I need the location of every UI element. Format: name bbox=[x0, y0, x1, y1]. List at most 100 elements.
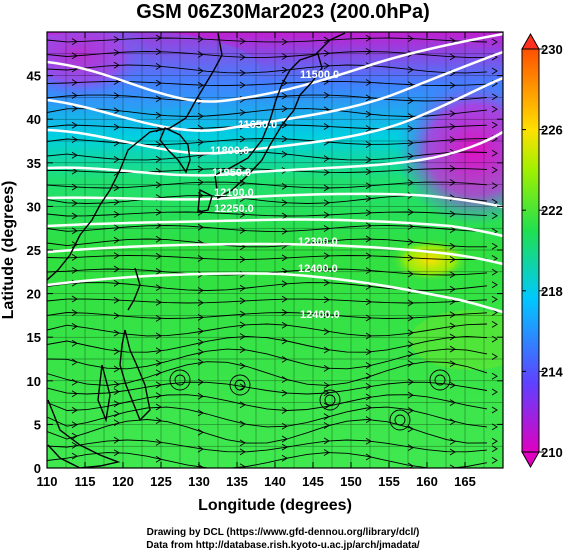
stream-arrow bbox=[281, 356, 288, 363]
stream-arrow bbox=[197, 348, 204, 356]
stream-arrow bbox=[491, 372, 498, 380]
credit-data: Data from http://database.rish.kyoto-u.a… bbox=[146, 540, 420, 551]
stream-arrow bbox=[491, 388, 498, 396]
lat-tick-label: 25 bbox=[27, 243, 41, 258]
credit-drawing: Drawing by DCL (https://www.gfd-dennou.o… bbox=[146, 527, 420, 538]
stream-arrow bbox=[365, 252, 372, 260]
stream-arrow bbox=[113, 381, 120, 388]
stream-arrow bbox=[449, 242, 456, 250]
stream-arrow bbox=[197, 358, 204, 366]
stream-arrow bbox=[71, 151, 78, 159]
eddy-streamline bbox=[434, 374, 446, 386]
stream-arrow bbox=[197, 314, 204, 321]
stream-arrow bbox=[113, 49, 120, 56]
stream-arrow bbox=[113, 184, 120, 192]
stream-arrow bbox=[239, 439, 246, 447]
colorbar-tick-label: 218 bbox=[541, 284, 563, 299]
stream-arrow bbox=[407, 299, 414, 307]
stream-arrow bbox=[239, 69, 246, 77]
stream-arrow bbox=[113, 198, 120, 206]
stream-arrow bbox=[323, 155, 330, 162]
stream-arrow bbox=[239, 448, 246, 456]
stream-arrow bbox=[197, 338, 204, 346]
streamline bbox=[47, 394, 488, 411]
streamline bbox=[47, 138, 488, 145]
stream-arrow bbox=[281, 295, 288, 303]
stream-arrow bbox=[449, 360, 456, 368]
stream-arrow bbox=[71, 339, 78, 347]
stream-arrow bbox=[491, 93, 498, 101]
stream-arrow bbox=[449, 110, 456, 117]
stream-arrow bbox=[155, 79, 162, 87]
stream-arrow bbox=[113, 252, 120, 259]
stream-arrow bbox=[365, 437, 372, 445]
stream-arrow bbox=[491, 121, 498, 129]
stream-arrow bbox=[323, 62, 330, 70]
map-figure: 11500.0 11650.0 11800.0 11950.0 12100.0 12250… bbox=[0, 31, 563, 514]
stream-arrow bbox=[365, 404, 372, 411]
lon-tick-label: 160 bbox=[416, 474, 438, 489]
stream-arrow bbox=[323, 237, 330, 245]
stream-arrow bbox=[407, 66, 414, 74]
stream-arrow bbox=[281, 183, 288, 190]
stream-arrow bbox=[113, 449, 120, 457]
contour-line bbox=[47, 50, 503, 132]
stream-arrow bbox=[113, 419, 120, 427]
stream-arrow bbox=[281, 422, 288, 430]
stream-arrow bbox=[239, 53, 246, 61]
stream-arrow bbox=[113, 92, 120, 99]
stream-arrow bbox=[71, 105, 78, 112]
stream-arrow bbox=[71, 92, 78, 99]
stream-arrow bbox=[323, 402, 330, 410]
stream-arrow bbox=[449, 37, 456, 45]
stream-arrow bbox=[281, 454, 288, 462]
stream-arrow bbox=[491, 268, 498, 276]
stream-arrow bbox=[323, 184, 330, 192]
stream-arrow bbox=[71, 52, 78, 60]
stream-arrow bbox=[239, 310, 246, 318]
stream-arrow bbox=[71, 136, 78, 143]
stream-arrow bbox=[71, 267, 78, 274]
stream-arrow bbox=[323, 413, 330, 420]
streamline bbox=[47, 419, 488, 444]
stream-arrow bbox=[71, 432, 78, 440]
stream-arrow bbox=[491, 105, 498, 113]
stream-arrow bbox=[113, 123, 120, 131]
stream-arrow bbox=[323, 225, 330, 232]
stream-arrow bbox=[71, 378, 78, 386]
stream-arrow bbox=[155, 48, 162, 56]
stream-arrow bbox=[155, 369, 162, 377]
stream-arrow bbox=[155, 332, 162, 340]
stream-arrow bbox=[491, 182, 498, 189]
eddy-streamline bbox=[169, 369, 191, 391]
lon-tick-label: 115 bbox=[75, 474, 96, 489]
stream-arrow bbox=[491, 321, 498, 328]
stream-arrow bbox=[407, 208, 414, 216]
stream-arrow bbox=[71, 452, 78, 460]
colorbar-tick-label: 230 bbox=[541, 42, 563, 57]
coastline bbox=[47, 32, 346, 468]
stream-arrow bbox=[407, 223, 414, 230]
stream-arrow bbox=[407, 139, 414, 147]
colorbar-tick-label: 226 bbox=[541, 123, 563, 138]
stream-arrow bbox=[281, 376, 288, 383]
stream-arrow bbox=[71, 421, 78, 429]
lon-tick-label: 125 bbox=[150, 474, 172, 489]
stream-arrow bbox=[449, 311, 456, 319]
stream-arrow bbox=[365, 195, 372, 202]
stream-arrow bbox=[239, 401, 246, 409]
colorbar-upper-triangle bbox=[521, 32, 540, 50]
stream-arrow bbox=[323, 328, 330, 335]
stream-arrow bbox=[407, 97, 414, 105]
stream-arrow bbox=[281, 53, 288, 60]
streamline bbox=[47, 238, 487, 248]
stream-arrow bbox=[407, 125, 414, 133]
stream-arrow bbox=[197, 67, 204, 75]
stream-arrow bbox=[113, 211, 120, 218]
map-plot-area bbox=[47, 32, 503, 468]
stream-arrow bbox=[197, 223, 204, 231]
eddy-streamline bbox=[394, 414, 406, 426]
stream-arrow bbox=[197, 209, 204, 216]
stream-arrow bbox=[71, 199, 78, 207]
stream-arrow bbox=[281, 199, 288, 207]
